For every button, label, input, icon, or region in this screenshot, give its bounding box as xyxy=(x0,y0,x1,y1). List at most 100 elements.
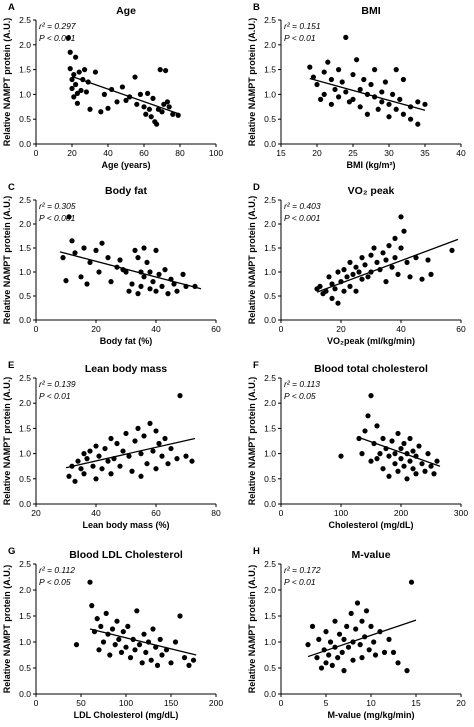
data-point xyxy=(82,67,88,73)
data-point xyxy=(345,644,352,650)
x-tick-label: 15 xyxy=(276,148,286,158)
data-point xyxy=(332,86,338,93)
data-point xyxy=(96,453,102,459)
panel-h: H M-value 0.0 0.5 1.0 1.5 2.0 2.5 0 5 10 15 20 M-valu… xyxy=(247,546,466,720)
data-point xyxy=(416,443,422,449)
data-point xyxy=(107,652,113,658)
data-point xyxy=(72,478,78,484)
data-point xyxy=(398,456,404,462)
data-point xyxy=(168,660,174,666)
data-point xyxy=(170,111,176,117)
data-point xyxy=(156,271,162,277)
p-value-label: P < 0.05 xyxy=(284,391,316,401)
x-tick-label: 200 xyxy=(394,508,408,518)
data-point xyxy=(398,245,404,251)
x-tick-label: 0 xyxy=(34,324,39,334)
data-point xyxy=(183,453,189,459)
data-point xyxy=(157,636,163,643)
data-point xyxy=(372,94,378,100)
data-point xyxy=(314,655,320,661)
x-tick-label: 20 xyxy=(336,324,346,334)
y-tick-label: 0.5 xyxy=(19,114,31,124)
data-point xyxy=(380,466,386,472)
data-point xyxy=(67,49,73,55)
data-point xyxy=(309,623,316,630)
data-point xyxy=(150,626,156,632)
data-point xyxy=(332,644,338,650)
data-point xyxy=(353,626,359,632)
data-point xyxy=(386,243,392,249)
data-point xyxy=(73,81,79,88)
data-point xyxy=(413,471,419,477)
data-point xyxy=(393,67,399,73)
y-tick-label: 2.0 xyxy=(19,40,31,50)
data-point xyxy=(71,94,77,100)
y-tick-label: 0.0 xyxy=(19,315,31,325)
panel-letter: C xyxy=(8,182,15,193)
data-point xyxy=(408,104,414,110)
data-point xyxy=(135,425,141,431)
data-point xyxy=(135,255,141,261)
data-point xyxy=(419,461,425,467)
data-point xyxy=(109,86,115,93)
data-point xyxy=(343,89,349,95)
x-tick-label: 0 xyxy=(279,698,284,708)
data-point xyxy=(190,657,197,663)
data-point xyxy=(154,121,160,127)
x-axis-label: VO₂peak (ml/kg/min) xyxy=(327,336,415,346)
y-tick-label: 1.5 xyxy=(19,243,31,253)
data-point xyxy=(123,430,129,437)
data-point xyxy=(353,264,359,270)
data-point xyxy=(357,86,363,93)
y-tick-label: 0.0 xyxy=(264,689,276,699)
x-tick-label: 20 xyxy=(67,148,77,158)
y-axis-label: Relative NAMPT protein (A.U.) xyxy=(247,565,257,694)
y-tick-label: 1.5 xyxy=(264,243,276,253)
data-point xyxy=(120,629,126,635)
data-point xyxy=(165,291,171,297)
y-tick-label: 1.5 xyxy=(264,65,276,75)
data-point xyxy=(404,668,410,674)
data-point xyxy=(111,456,117,462)
data-point xyxy=(132,74,138,80)
data-point xyxy=(377,267,383,273)
panel-e: E Lean body mass 0.0 0.5 1.0 1.5 2.0 2.5 20 40 60 8… xyxy=(2,360,221,530)
r-squared-label: r² = 0.403 xyxy=(284,201,321,211)
panel-title: VO₂ peak xyxy=(348,185,395,197)
data-point xyxy=(136,642,143,648)
data-point xyxy=(371,639,377,645)
y-tick-label: 1.5 xyxy=(19,65,31,75)
data-point xyxy=(144,259,150,265)
data-point xyxy=(379,89,385,95)
data-point xyxy=(386,114,392,120)
data-point xyxy=(87,579,93,585)
y-tick-label: 0.5 xyxy=(264,114,276,124)
data-point xyxy=(174,456,180,462)
data-point xyxy=(377,451,383,457)
data-point xyxy=(314,81,320,88)
data-point xyxy=(123,269,129,275)
data-point xyxy=(164,99,170,105)
data-point xyxy=(392,255,398,261)
data-point xyxy=(132,247,138,253)
data-point xyxy=(114,618,120,624)
data-point xyxy=(118,649,125,656)
data-point xyxy=(78,466,84,472)
data-point xyxy=(365,274,371,280)
data-point xyxy=(395,271,401,277)
x-tick-label: 20 xyxy=(91,324,101,334)
data-point xyxy=(163,67,169,74)
data-point xyxy=(368,458,374,464)
data-point xyxy=(114,264,120,270)
data-point xyxy=(127,655,134,661)
data-point xyxy=(148,114,154,120)
data-point xyxy=(332,286,338,292)
data-point xyxy=(407,458,413,464)
data-point xyxy=(372,652,379,658)
data-point xyxy=(92,69,98,75)
data-point xyxy=(100,639,107,645)
data-point xyxy=(386,636,392,643)
data-point xyxy=(325,59,331,65)
data-point xyxy=(108,471,114,477)
data-point xyxy=(156,440,162,447)
